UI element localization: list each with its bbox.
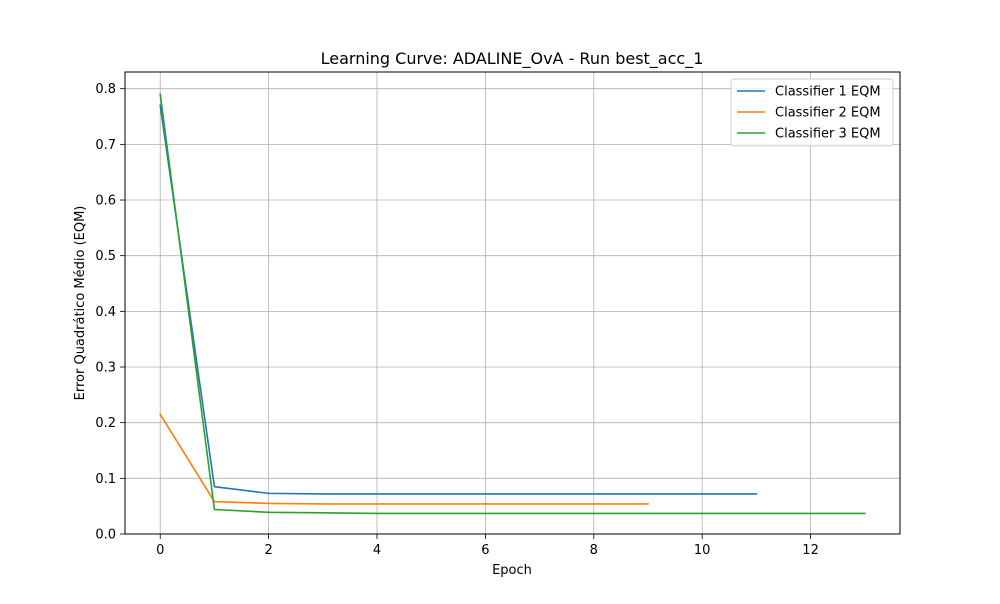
x-tick-label: 6 <box>481 543 489 558</box>
legend: Classifier 1 EQM Classifier 2 EQM Classifi… <box>730 78 894 147</box>
series-lines <box>159 93 866 515</box>
series-line-classifier-1 <box>159 104 758 495</box>
y-tick-label: 0.2 <box>95 416 116 431</box>
y-tick-label: 0.8 <box>95 82 116 97</box>
y-tick-label: 0.5 <box>95 249 116 264</box>
x-tick-label: 2 <box>264 543 272 558</box>
x-tick-label: 12 <box>802 543 819 558</box>
y-axis-label: Error Quadrático Médio (EQM) <box>73 206 88 401</box>
series-line-classifier-2 <box>159 413 649 505</box>
y-tick-label: 0.0 <box>95 528 116 543</box>
x-tick-label: 0 <box>156 543 164 558</box>
y-tick-label: 0.7 <box>95 138 116 153</box>
x-axis-label: Epoch <box>492 563 532 578</box>
x-axis-ticks: 0 2 4 6 8 10 12 <box>156 534 819 558</box>
legend-box <box>730 78 894 147</box>
legend-label-classifier-1: Classifier 1 EQM <box>775 85 881 100</box>
y-tick-label: 0.3 <box>95 361 116 376</box>
y-axis-ticks: 0.0 0.1 0.2 0.3 0.4 0.5 0.6 0.7 0.8 <box>95 82 125 543</box>
legend-label-classifier-2: Classifier 2 EQM <box>775 106 881 121</box>
x-tick-label: 10 <box>694 543 711 558</box>
chart-title: Learning Curve: ADALINE_OvA - Run best_a… <box>321 49 704 69</box>
plot-area-frame <box>124 71 901 535</box>
series-line-classifier-3 <box>159 93 866 515</box>
x-tick-label: 4 <box>373 543 381 558</box>
x-tick-label: 8 <box>590 543 598 558</box>
legend-label-classifier-3: Classifier 3 EQM <box>775 127 881 142</box>
y-tick-label: 0.1 <box>95 472 116 487</box>
y-tick-label: 0.4 <box>95 305 116 320</box>
legend-entries: Classifier 1 EQM Classifier 2 EQM Classifi… <box>737 85 881 142</box>
y-tick-label: 0.6 <box>95 194 116 209</box>
